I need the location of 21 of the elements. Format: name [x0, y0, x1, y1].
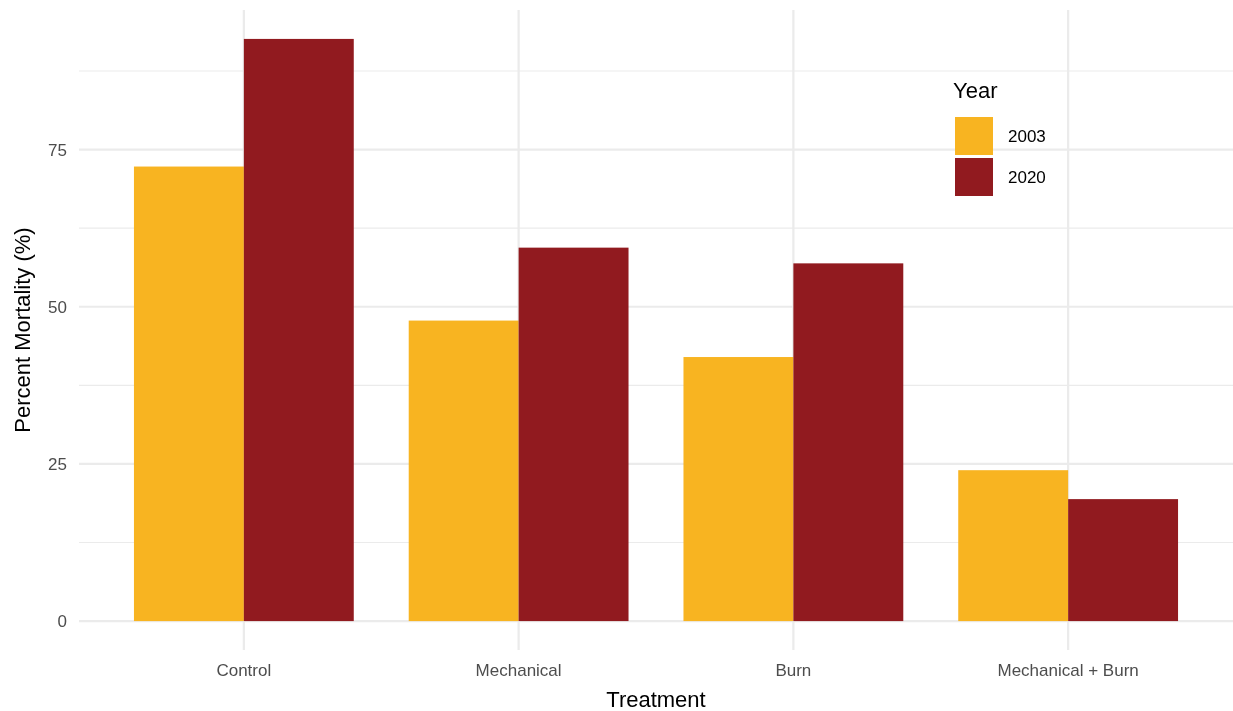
bar: [1068, 499, 1179, 622]
bar: [958, 470, 1069, 622]
x-tick-label: Burn: [775, 661, 812, 680]
y-tick-label: 0: [57, 612, 67, 632]
bar: [518, 247, 629, 622]
bar: [683, 357, 794, 622]
x-tick-label: Control: [216, 661, 272, 680]
x-axis-title: Treatment: [606, 687, 706, 711]
x-tick-label: Mechanical: [475, 661, 562, 680]
y-tick-label: 75: [48, 140, 67, 160]
x-tick-label: Mechanical + Burn: [997, 661, 1139, 680]
bar: [408, 320, 519, 622]
y-tick-label: 50: [48, 297, 67, 317]
bar: [243, 38, 354, 622]
legend-label: 2003: [1008, 126, 1046, 146]
bar: [133, 166, 244, 622]
bar: [793, 263, 904, 622]
legend-title: Year: [953, 77, 998, 103]
y-axis-title: Percent Mortality (%): [10, 227, 35, 433]
legend-label: 2020: [1008, 167, 1046, 187]
y-tick-label: 25: [48, 454, 67, 474]
